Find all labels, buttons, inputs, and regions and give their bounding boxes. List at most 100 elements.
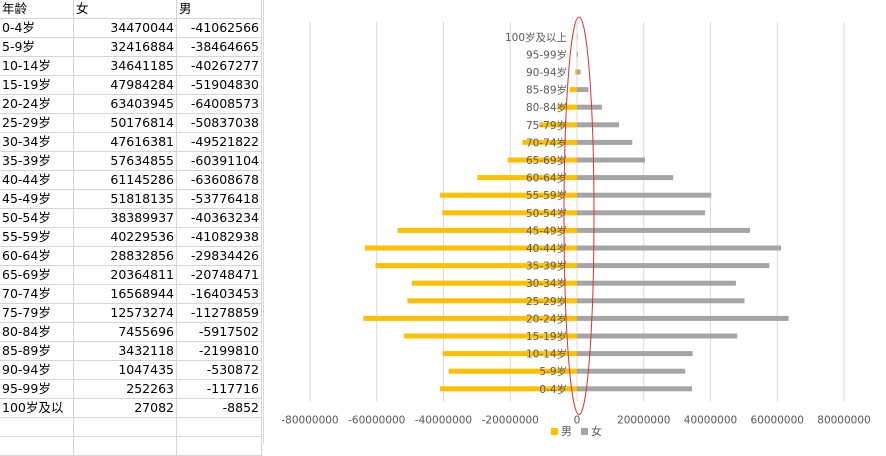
cell[interactable]: 51818135 (73, 189, 177, 209)
cell[interactable]: 3432118 (73, 341, 177, 361)
cell[interactable]: 65-69岁 (0, 265, 74, 285)
cell[interactable]: 年龄 (0, 0, 74, 19)
bar-male[interactable] (507, 157, 577, 163)
bar-male[interactable] (407, 298, 577, 304)
cell[interactable] (0, 436, 74, 456)
bar-female[interactable] (577, 122, 619, 128)
bar-male[interactable] (403, 333, 577, 339)
bar-female[interactable] (577, 280, 736, 286)
cell[interactable]: 1047435 (73, 360, 177, 380)
cell[interactable]: 35-39岁 (0, 151, 74, 171)
bar-female[interactable] (577, 192, 712, 198)
bar-female[interactable] (577, 69, 581, 75)
bar-male[interactable] (477, 175, 577, 181)
cell[interactable]: 57634855 (73, 151, 177, 171)
cell[interactable]: -530872 (176, 360, 262, 380)
bar-male[interactable] (375, 263, 577, 269)
cell[interactable]: -41082938 (176, 227, 262, 247)
bar-male[interactable] (442, 210, 577, 216)
cell[interactable]: 20364811 (73, 265, 177, 285)
bar-male[interactable] (576, 51, 578, 57)
cell[interactable]: 男 (176, 0, 262, 19)
cell[interactable]: -64008573 (176, 94, 262, 114)
bar-female[interactable] (577, 175, 674, 181)
bar-male[interactable] (439, 192, 577, 198)
cell[interactable]: 40-44岁 (0, 170, 74, 190)
cell[interactable] (176, 436, 262, 456)
cell[interactable]: 63403945 (73, 94, 177, 114)
cell[interactable]: -38464665 (176, 37, 262, 57)
cell[interactable]: -40363234 (176, 208, 262, 228)
bar-female[interactable] (577, 87, 589, 93)
bar-male[interactable] (442, 351, 577, 357)
bar-female[interactable] (577, 227, 750, 233)
cell[interactable]: -49521822 (176, 132, 262, 152)
cell[interactable]: -117716 (176, 379, 262, 399)
cell[interactable]: 47984284 (73, 75, 177, 95)
bar-female[interactable] (577, 104, 602, 110)
cell[interactable]: 25-29岁 (0, 113, 74, 133)
cell[interactable]: 80-84岁 (0, 322, 74, 342)
bar-female[interactable] (577, 51, 578, 57)
bar-female[interactable] (577, 210, 706, 216)
cell[interactable]: 15-19岁 (0, 75, 74, 95)
cell[interactable]: 70-74岁 (0, 284, 74, 304)
cell[interactable]: 5-9岁 (0, 37, 74, 57)
cell[interactable]: 16568944 (73, 284, 177, 304)
cell[interactable]: -5917502 (176, 322, 262, 342)
bar-male[interactable] (411, 280, 577, 286)
bar-female[interactable] (577, 368, 686, 374)
cell[interactable]: -51904830 (176, 75, 262, 95)
cell[interactable]: 95-99岁 (0, 379, 74, 399)
cell[interactable]: 50176814 (73, 113, 177, 133)
cell[interactable]: 7455696 (73, 322, 177, 342)
cell[interactable]: -20748471 (176, 265, 262, 285)
bar-male[interactable] (557, 104, 577, 110)
cell[interactable]: 60-64岁 (0, 246, 74, 266)
chart-area[interactable]: 0-4岁 5-9岁 10-14岁 15-19岁 20-24岁 25-29岁 30-34岁 35… (263, 0, 886, 444)
cell[interactable]: -40267277 (176, 56, 262, 76)
population-pyramid-chart[interactable]: 0-4岁 5-9岁 10-14岁 15-19岁 20-24岁 25-29岁 30-34岁 35… (264, 0, 886, 444)
cell[interactable]: 90-94岁 (0, 360, 74, 380)
cell[interactable]: 34641185 (73, 56, 177, 76)
cell[interactable]: 50-54岁 (0, 208, 74, 228)
cell[interactable]: 75-79岁 (0, 303, 74, 323)
cell[interactable]: 55-59岁 (0, 227, 74, 247)
cell[interactable]: 40229536 (73, 227, 177, 247)
cell[interactable] (0, 417, 74, 437)
bar-male[interactable] (439, 386, 577, 392)
bar-female[interactable] (577, 351, 693, 357)
bar-female[interactable] (577, 386, 693, 392)
bar-female[interactable] (577, 157, 645, 163)
cell[interactable]: -29834426 (176, 246, 262, 266)
cell[interactable]: 61145286 (73, 170, 177, 190)
bar-female[interactable] (577, 298, 745, 304)
bar-male[interactable] (397, 227, 577, 233)
cell[interactable]: 47616381 (73, 132, 177, 152)
cell[interactable]: -63608678 (176, 170, 262, 190)
bar-male[interactable] (575, 69, 577, 75)
bar-male[interactable] (569, 87, 577, 93)
cell[interactable]: 女 (73, 0, 177, 19)
cell[interactable]: -53776418 (176, 189, 262, 209)
bar-female[interactable] (577, 315, 789, 321)
bar-male[interactable] (364, 245, 577, 251)
bar-male[interactable] (363, 315, 577, 321)
bar-female[interactable] (577, 139, 633, 145)
cell[interactable] (73, 417, 177, 437)
cell[interactable]: 12573274 (73, 303, 177, 323)
cell[interactable]: 34470044 (73, 18, 177, 38)
cell[interactable]: 30-34岁 (0, 132, 74, 152)
cell[interactable] (73, 436, 177, 456)
cell[interactable]: 85-89岁 (0, 341, 74, 361)
bar-female[interactable] (577, 245, 782, 251)
cell[interactable]: 32416884 (73, 37, 177, 57)
bar-female[interactable] (577, 333, 738, 339)
cell[interactable]: 27082 (73, 398, 177, 418)
cell[interactable]: -60391104 (176, 151, 262, 171)
cell[interactable]: 10-14岁 (0, 56, 74, 76)
cell[interactable]: -50837038 (176, 113, 262, 133)
bar-female[interactable] (577, 263, 770, 269)
cell[interactable]: 0-4岁 (0, 18, 74, 38)
cell[interactable]: -8852 (176, 398, 262, 418)
